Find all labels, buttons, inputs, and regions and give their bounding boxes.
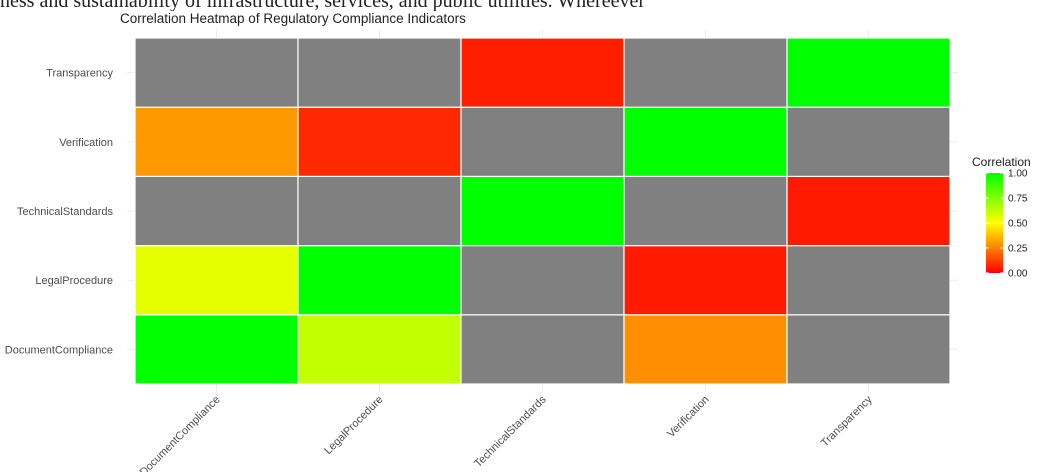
heatmap-cell xyxy=(134,314,299,385)
y-tick-label: Verification xyxy=(59,137,113,149)
heatmap-cell xyxy=(297,245,462,316)
heatmap-cell xyxy=(786,245,951,316)
heatmap-cell xyxy=(623,314,788,385)
legend-tick-label: 1.00 xyxy=(1008,169,1028,180)
heatmap-cells xyxy=(134,37,951,385)
heatmap-cell xyxy=(460,314,625,385)
heatmap-cell xyxy=(460,106,625,177)
y-tick-label: TechnicalStandards xyxy=(17,206,114,218)
heatmap-cell xyxy=(297,314,462,385)
heatmap-cell xyxy=(786,106,951,177)
heatmap-cell xyxy=(134,37,299,108)
heatmap-cell xyxy=(623,37,788,108)
heatmap-cell xyxy=(460,175,625,247)
x-axis-ticks: DocumentCompliance LegalProcedure Technica… xyxy=(138,393,875,472)
y-tick-label: DocumentCompliance xyxy=(5,344,113,356)
x-tick-label: Transparency xyxy=(819,393,875,449)
x-tick-label: Verification xyxy=(665,394,712,441)
legend-tick-label: 0.25 xyxy=(1008,244,1028,255)
heatmap-cell xyxy=(460,245,625,316)
heatmap-cell xyxy=(786,175,951,247)
heatmap-cell xyxy=(786,37,951,108)
heatmap-cell xyxy=(460,37,625,108)
heatmap-cell xyxy=(786,314,951,385)
legend-tick-label: 0.75 xyxy=(1008,194,1028,205)
heatmap-cell xyxy=(134,245,299,316)
legend-title: Correlation xyxy=(972,155,1031,169)
heatmap-cell xyxy=(623,175,788,247)
x-tick-label: LegalProcedure xyxy=(322,394,385,457)
heatmap-cell xyxy=(134,175,299,247)
color-legend: Correlation 0.00 0.25 0.50 0.75 1.00 xyxy=(972,155,1031,280)
heatmap-cell xyxy=(297,106,462,177)
heatmap-cell xyxy=(297,175,462,247)
x-tick-label: TechnicalStandards xyxy=(472,393,549,470)
legend-colorbar xyxy=(986,173,1003,273)
heatmap-cell xyxy=(134,106,299,177)
y-tick-label: Transparency xyxy=(46,68,113,80)
y-tick-label: LegalProcedure xyxy=(35,275,113,287)
legend-tick-label: 0.50 xyxy=(1008,219,1028,230)
y-axis-ticks: DocumentCompliance LegalProcedure Technica… xyxy=(5,68,114,357)
legend-tick-label: 0.00 xyxy=(1008,269,1028,280)
x-tick-label: DocumentCompliance xyxy=(138,394,223,472)
chart-title: Correlation Heatmap of Regulatory Compli… xyxy=(120,11,466,26)
heatmap-cell xyxy=(623,106,788,177)
heatmap-cell xyxy=(623,245,788,316)
page-top-text: ness and sustainability of infrastructur… xyxy=(0,0,645,11)
heatmap-cell xyxy=(297,37,462,108)
